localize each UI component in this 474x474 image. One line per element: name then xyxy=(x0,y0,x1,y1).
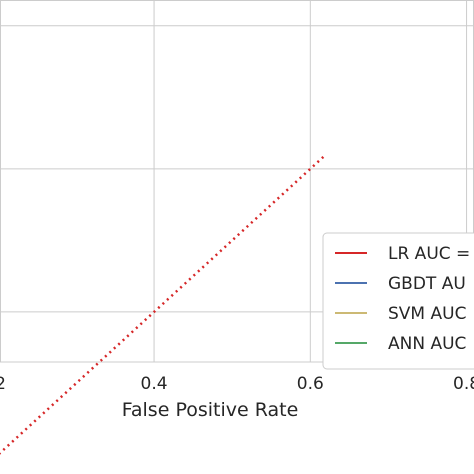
legend-box xyxy=(322,232,474,370)
legend-label: GBDT AU xyxy=(388,274,466,294)
x-tick-label: 0.6 xyxy=(297,374,324,394)
x-tick-labels: .2 0.4 0.6 0.8 xyxy=(0,374,474,394)
legend: LR AUC = GBDT AU SVM AUC ANN AUC xyxy=(322,232,474,370)
legend-label: SVM AUC xyxy=(388,304,466,324)
x-axis-label: False Positive Rate xyxy=(122,399,299,421)
legend-label: ANN AUC xyxy=(388,334,466,354)
chance-diagonal-line xyxy=(0,153,327,455)
x-tick-label: 0.4 xyxy=(141,374,168,394)
x-tick-label: .2 xyxy=(0,374,6,394)
legend-label: LR AUC = xyxy=(388,244,470,264)
x-tick-label: 0.8 xyxy=(453,374,474,394)
